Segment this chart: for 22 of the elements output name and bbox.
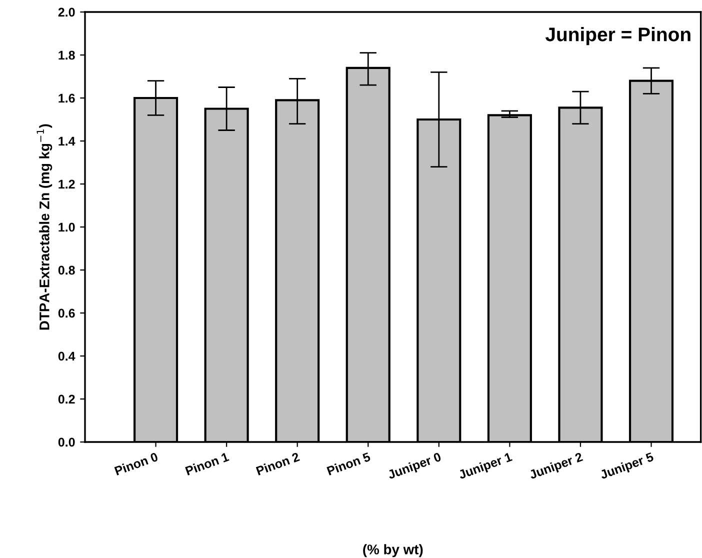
- x-tick-label: Juniper 5: [599, 452, 655, 482]
- y-tick-label: 0.4: [58, 352, 76, 361]
- x-tick-label: Pinon 1: [184, 452, 230, 476]
- y-tick-label: 1.8: [58, 50, 75, 60]
- y-tick-label: 1.6: [58, 94, 75, 103]
- x-tick-label: Pinon 5: [326, 452, 371, 476]
- y-tick-label: 0.8: [58, 266, 75, 275]
- y-tick-label: 0.0: [58, 438, 75, 447]
- y-tick-label: 0.2: [58, 394, 75, 404]
- x-tick-label: Pinon 0: [114, 452, 158, 476]
- x-tick-label: Juniper 0: [386, 452, 442, 482]
- y-tick-label: 1.4: [58, 136, 76, 146]
- y-tick-label: 1.0: [58, 222, 75, 232]
- x-tick-label: Juniper 2: [528, 452, 584, 482]
- x-axis-title: (% by wt): [363, 544, 423, 558]
- y-axis-title: DTPA-Extractable Zn (mg kg$^{−1}$): [36, 124, 52, 330]
- y-tick-label: 2.0: [58, 8, 75, 17]
- x-tick-label: Pinon 2: [256, 452, 300, 476]
- x-tick-label: Juniper 1: [458, 452, 514, 482]
- y-tick-label: 1.2: [58, 180, 75, 189]
- y-tick-label: 0.6: [58, 308, 75, 318]
- annotation: Juniper = Pinon: [545, 27, 690, 46]
